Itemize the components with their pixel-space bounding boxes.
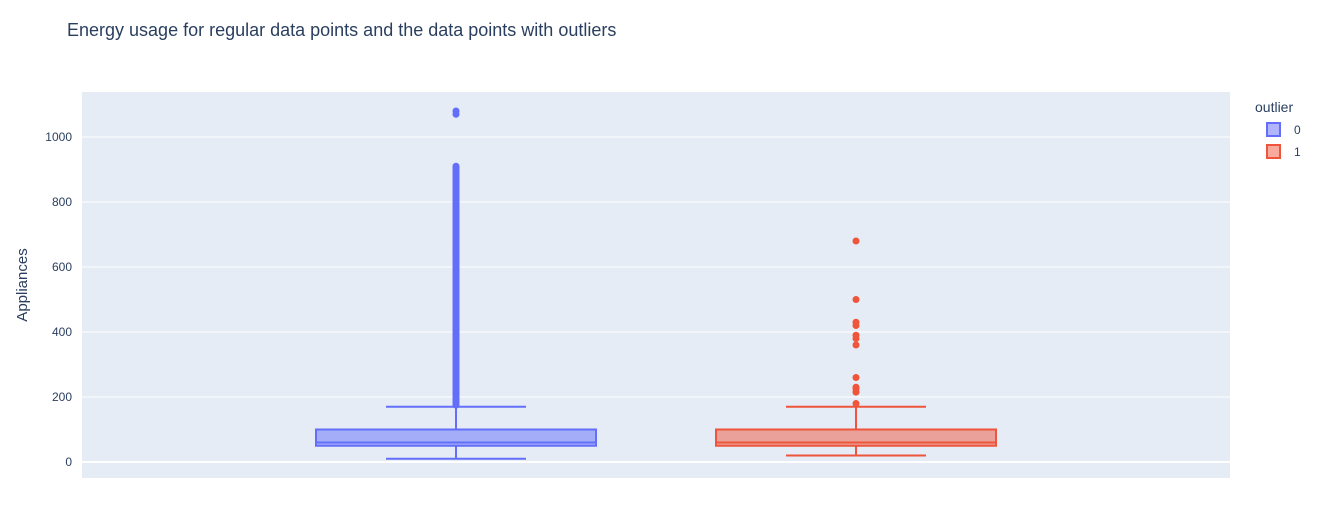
boxes [315,107,997,460]
box-series-0[interactable] [315,107,597,460]
y-tick-400: 400 [52,325,72,339]
legend-label: 0 [1294,123,1301,137]
outlier-point [852,374,860,381]
legend[interactable]: outlier 0 1 [1255,99,1301,159]
y-tick-200: 200 [52,390,72,404]
legend-label: 1 [1294,145,1301,159]
legend-swatch [1266,144,1281,159]
y-tick-600: 600 [52,260,72,274]
legend-item-1[interactable]: 1 [1266,144,1301,159]
outlier-point [452,107,460,115]
y-axis-label: Appliances [14,248,31,321]
y-tick-labels: 0 200 400 600 800 1000 [45,130,72,469]
legend-title: outlier [1255,99,1293,115]
y-tick-800: 800 [52,195,72,209]
chart-title: Energy usage for regular data points and… [67,20,616,40]
plot-area [82,92,1230,478]
outlier-point [852,296,860,303]
y-tick-1000: 1000 [45,130,72,144]
outlier-point [852,318,860,326]
outlier-point [452,162,460,170]
legend-item-0[interactable]: 0 [1266,122,1301,137]
y-tick-0: 0 [65,455,72,469]
outlier-point [852,237,860,245]
outlier-point [852,400,860,407]
legend-swatch [1266,122,1281,137]
grid-lines [82,136,1230,463]
outlier-point [852,383,860,391]
outlier-point [852,331,860,339]
box-series-1[interactable] [715,237,997,457]
outlier-point [852,341,860,349]
